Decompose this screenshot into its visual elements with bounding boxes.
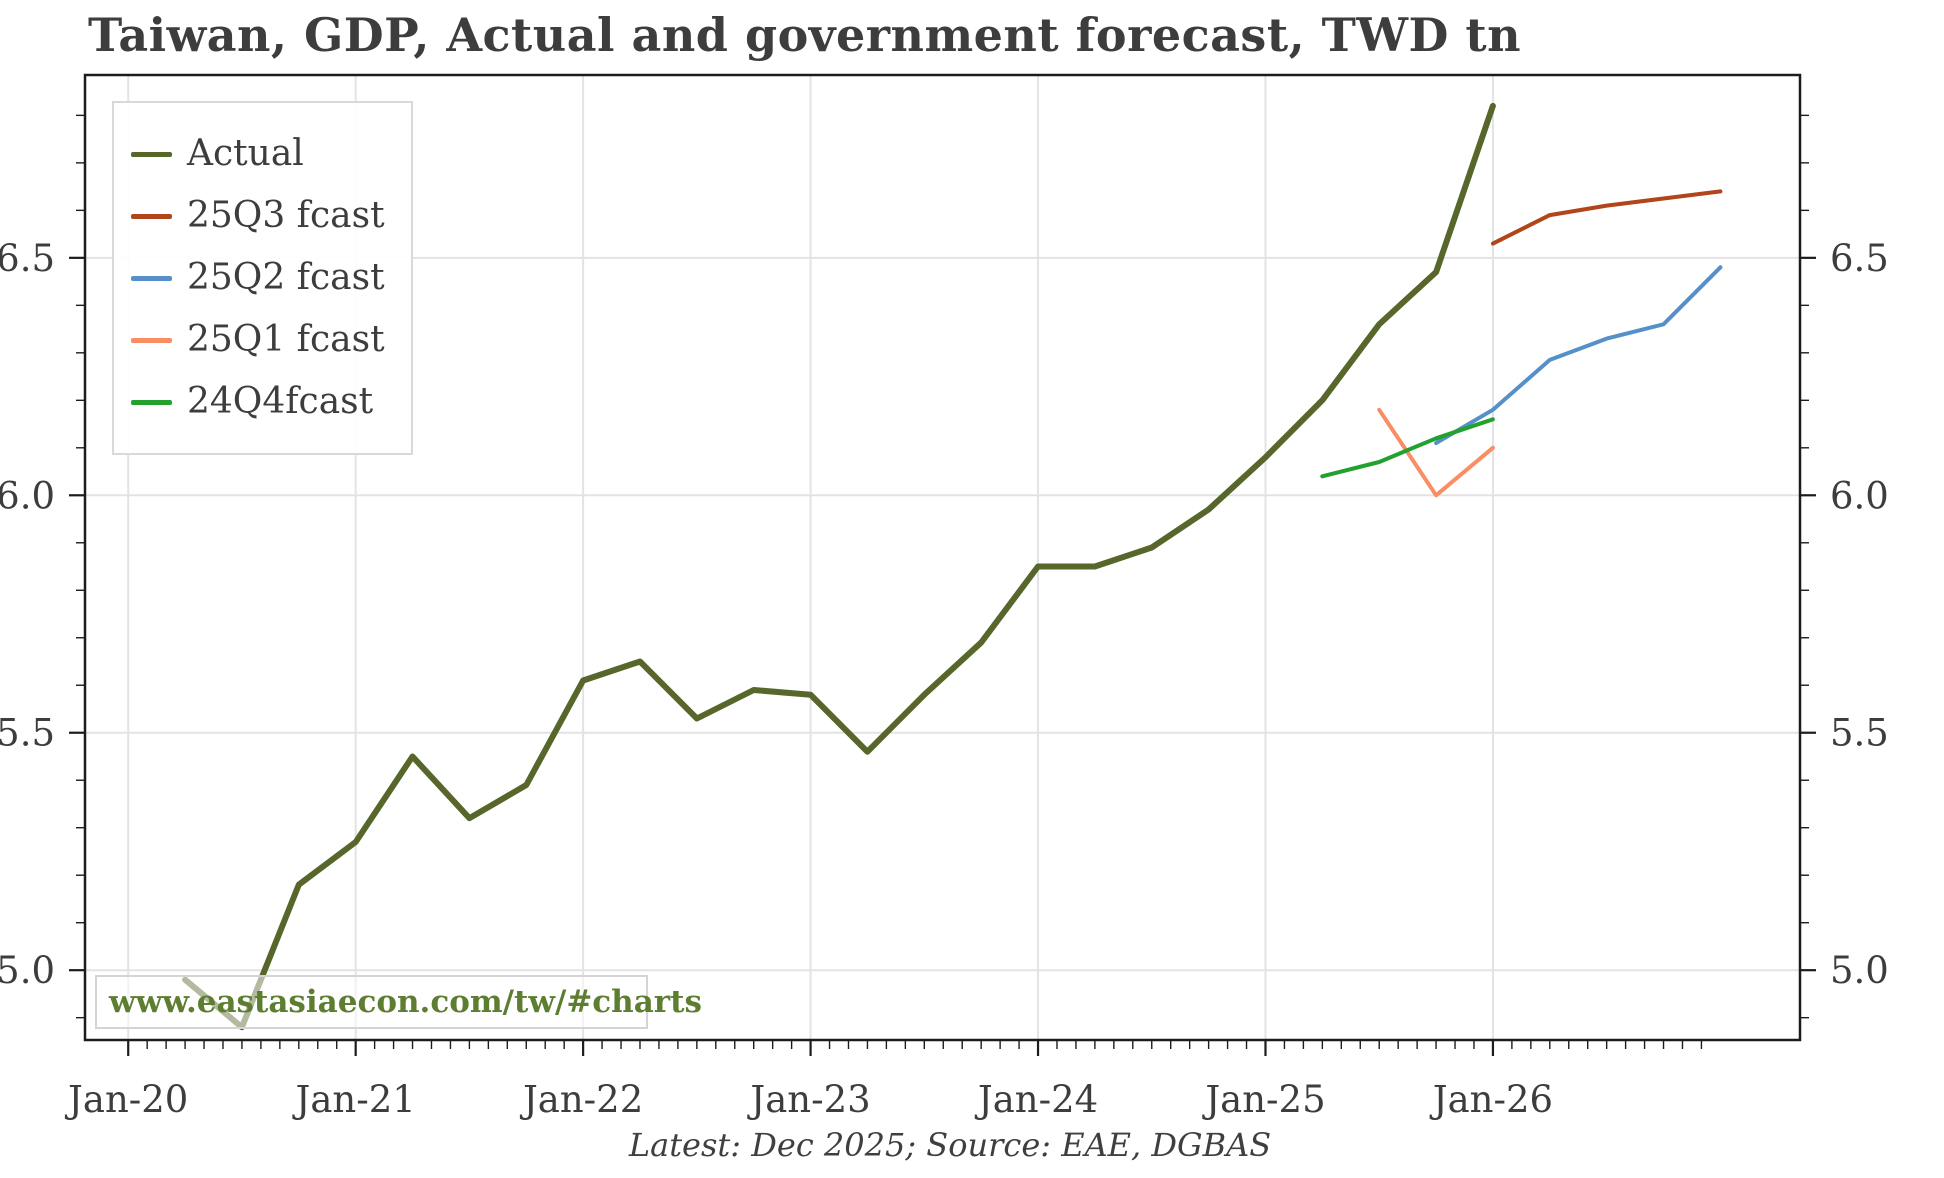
legend-label: 25Q3 fcast bbox=[187, 195, 385, 236]
x-tick-label: Jan-25 bbox=[1201, 1078, 1325, 1121]
watermark-url: www.eastasiaecon.com/tw/#charts bbox=[109, 984, 702, 1020]
axis-tick-labels: Jan-20 Jan-21 Jan-22 Jan-23 Jan-24 Jan-25 Jan-… bbox=[0, 237, 1889, 1121]
source-note: Latest: Dec 2025; Source: EAE, DGBAS bbox=[628, 1126, 1272, 1164]
legend-swatch-25q1-fcast bbox=[131, 337, 172, 343]
legend-item-25q2-fcast: 25Q2 fcast bbox=[131, 247, 385, 309]
legend-swatch-24q4fcast bbox=[131, 399, 172, 405]
y-tick-label-left: 5.0 bbox=[0, 949, 55, 992]
x-tick-label: Jan-21 bbox=[292, 1078, 416, 1121]
legend-label: Actual bbox=[187, 133, 304, 174]
y-tick-label-right: 5.0 bbox=[1830, 949, 1889, 992]
legend-swatch-actual bbox=[131, 151, 172, 157]
series-lines bbox=[182, 102, 1723, 1031]
y-tick-label-left: 5.5 bbox=[0, 712, 55, 755]
x-tick-label: Jan-20 bbox=[64, 1078, 188, 1121]
x-tick-label: Jan-26 bbox=[1429, 1078, 1553, 1121]
gridlines bbox=[85, 75, 1800, 1040]
legend-swatch-25q2-fcast bbox=[131, 275, 172, 281]
legend-swatch-25q3-fcast bbox=[131, 213, 172, 219]
legend-item-25q3-fcast: 25Q3 fcast bbox=[131, 185, 385, 247]
series-line-25q3-fcast bbox=[1490, 189, 1723, 246]
legend-label: 25Q2 fcast bbox=[187, 257, 385, 298]
y-tick-label-left: 6.5 bbox=[0, 237, 55, 280]
page-title: Taiwan, GDP, Actual and government forec… bbox=[88, 8, 1522, 62]
y-tick-label-left: 6.0 bbox=[0, 474, 55, 517]
watermark-box: www.eastasiaecon.com/tw/#charts bbox=[95, 975, 702, 1029]
legend-item-24q4fcast: 24Q4fcast bbox=[131, 371, 385, 433]
plot-border bbox=[83, 73, 1802, 1042]
legend-item-actual: Actual bbox=[131, 123, 385, 185]
axis-ticks bbox=[69, 114, 1816, 1056]
legend-label: 24Q4fcast bbox=[187, 381, 374, 422]
legend: Actual 25Q3 fcast 25Q2 fcast 25Q1 fcast 24Q4… bbox=[112, 101, 413, 455]
series-line-actual bbox=[182, 102, 1496, 1031]
x-tick-label: Jan-23 bbox=[746, 1078, 870, 1121]
y-tick-label-right: 5.5 bbox=[1830, 712, 1889, 755]
series-line-24q4fcast bbox=[1320, 417, 1495, 479]
series-line-25q2-fcast bbox=[1434, 265, 1723, 445]
y-tick-label-right: 6.0 bbox=[1830, 474, 1889, 517]
x-tick-label: Jan-24 bbox=[974, 1078, 1098, 1121]
legend-label: 25Q1 fcast bbox=[187, 319, 385, 360]
y-tick-label-right: 6.5 bbox=[1830, 237, 1889, 280]
legend-item-25q1-fcast: 25Q1 fcast bbox=[131, 309, 385, 371]
series-line-25q1-fcast bbox=[1377, 407, 1495, 498]
x-tick-label: Jan-22 bbox=[519, 1078, 643, 1121]
